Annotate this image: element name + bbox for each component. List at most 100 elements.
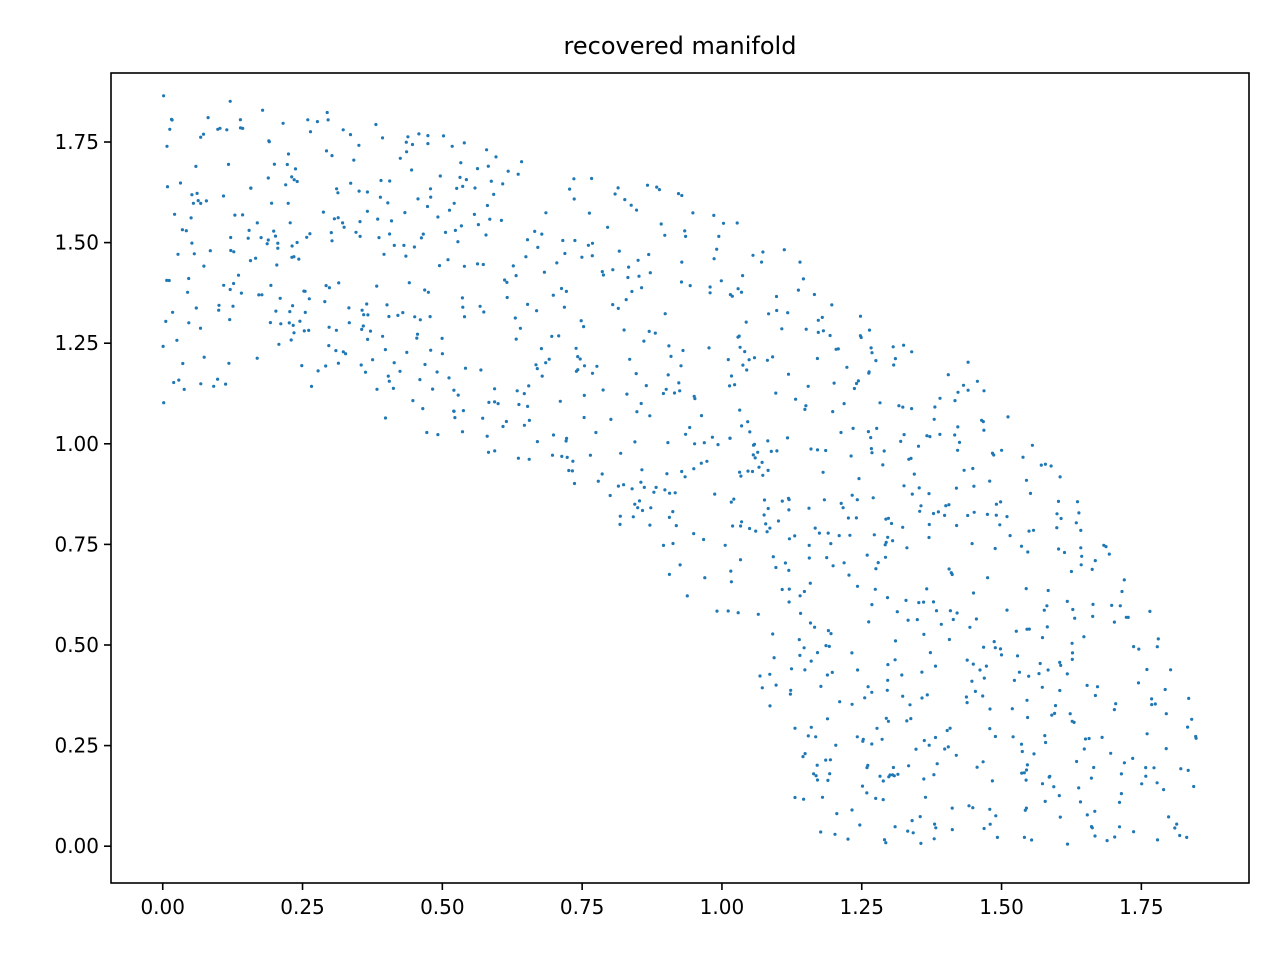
scatter-point bbox=[1167, 815, 1171, 819]
scatter-point bbox=[1095, 685, 1100, 689]
scatter-point bbox=[365, 302, 369, 306]
scatter-point bbox=[410, 168, 414, 172]
scatter-point bbox=[307, 328, 311, 332]
scatter-point bbox=[712, 257, 716, 261]
scatter-point bbox=[1011, 735, 1015, 739]
scatter-point bbox=[273, 234, 278, 238]
scatter-point bbox=[992, 640, 996, 644]
scatter-point bbox=[1070, 641, 1074, 645]
scatter-point bbox=[834, 347, 838, 351]
y-tick-label: 0.25 bbox=[54, 734, 99, 758]
scatter-point bbox=[458, 175, 462, 179]
scatter-point bbox=[352, 158, 356, 162]
scatter-point bbox=[628, 357, 632, 361]
scatter-point bbox=[231, 304, 235, 308]
scatter-point bbox=[578, 357, 582, 361]
scatter-point bbox=[571, 459, 575, 463]
scatter-point bbox=[1194, 736, 1198, 740]
scatter-point bbox=[719, 279, 723, 283]
scatter-point bbox=[946, 373, 950, 377]
scatter-point bbox=[550, 453, 555, 457]
scatter-point bbox=[1132, 645, 1136, 649]
scatter-point bbox=[1043, 462, 1047, 466]
scatter-point bbox=[826, 531, 830, 535]
scatter-point bbox=[1119, 792, 1123, 796]
scatter-point bbox=[680, 260, 684, 264]
scatter-point bbox=[246, 236, 250, 240]
scatter-point bbox=[855, 584, 860, 588]
scatter-point bbox=[452, 409, 456, 413]
scatter-point bbox=[994, 502, 999, 506]
scatter-point bbox=[557, 334, 561, 338]
scatter-point bbox=[683, 475, 687, 479]
scatter-point bbox=[699, 461, 703, 465]
scatter-point bbox=[1046, 668, 1050, 672]
scatter-point bbox=[381, 334, 385, 338]
scatter-point bbox=[640, 286, 644, 290]
scatter-point bbox=[515, 389, 519, 393]
scatter-point bbox=[948, 726, 952, 730]
scatter-point bbox=[1079, 563, 1083, 567]
scatter-point bbox=[315, 120, 319, 124]
scatter-point bbox=[404, 254, 408, 258]
scatter-point bbox=[757, 465, 761, 469]
scatter-point bbox=[751, 453, 755, 457]
scatter-point bbox=[293, 167, 298, 171]
scatter-point bbox=[803, 752, 807, 756]
scatter-point bbox=[383, 348, 387, 352]
scatter-point bbox=[249, 186, 253, 190]
scatter-point bbox=[798, 653, 802, 658]
scatter-point bbox=[257, 293, 261, 297]
scatter-point bbox=[1059, 516, 1063, 521]
scatter-point bbox=[405, 150, 409, 154]
scatter-point bbox=[847, 573, 851, 577]
scatter-point bbox=[855, 735, 859, 739]
scatter-point bbox=[640, 508, 645, 513]
scatter-point bbox=[965, 701, 969, 705]
scatter-point bbox=[1144, 774, 1148, 778]
scatter-point bbox=[1020, 749, 1024, 754]
scatter-point bbox=[624, 298, 628, 302]
scatter-point bbox=[988, 479, 992, 483]
scatter-point bbox=[760, 686, 764, 690]
scatter-point bbox=[1027, 674, 1031, 678]
scatter-point bbox=[639, 401, 643, 406]
scatter-point bbox=[266, 238, 270, 242]
scatter-point bbox=[417, 132, 421, 136]
scatter-point bbox=[278, 296, 282, 300]
scatter-point bbox=[1079, 528, 1083, 533]
scatter-point bbox=[199, 382, 203, 386]
scatter-point bbox=[636, 506, 640, 510]
scatter-point bbox=[1164, 747, 1168, 751]
scatter-point bbox=[768, 704, 772, 708]
scatter-point bbox=[329, 231, 333, 235]
scatter-point bbox=[526, 302, 530, 306]
scatter-point bbox=[266, 176, 270, 180]
scatter-point bbox=[290, 244, 294, 248]
scatter-point bbox=[186, 290, 190, 294]
scatter-point bbox=[281, 121, 285, 125]
scatter-point bbox=[1046, 588, 1050, 593]
scatter-point bbox=[1045, 625, 1049, 629]
scatter-point bbox=[993, 546, 997, 551]
scatter-point bbox=[886, 535, 890, 539]
scatter-point bbox=[900, 673, 904, 677]
scatter-point bbox=[815, 778, 820, 782]
scatter-point bbox=[922, 632, 926, 637]
scatter-point bbox=[760, 260, 764, 264]
scatter-point bbox=[616, 186, 620, 190]
scatter-point bbox=[459, 224, 463, 228]
scatter-point bbox=[1185, 835, 1189, 840]
scatter-point bbox=[287, 321, 291, 325]
scatter-point bbox=[637, 499, 642, 503]
scatter-point bbox=[172, 380, 176, 385]
scatter-point bbox=[918, 815, 922, 819]
scatter-point bbox=[1069, 569, 1073, 574]
scatter-point bbox=[946, 745, 950, 749]
scatter-point bbox=[1090, 567, 1094, 572]
scatter-point bbox=[780, 587, 784, 592]
scatter-point bbox=[710, 435, 715, 439]
scatter-point bbox=[804, 327, 808, 331]
scatter-point bbox=[984, 664, 989, 668]
scatter-point bbox=[812, 772, 816, 776]
